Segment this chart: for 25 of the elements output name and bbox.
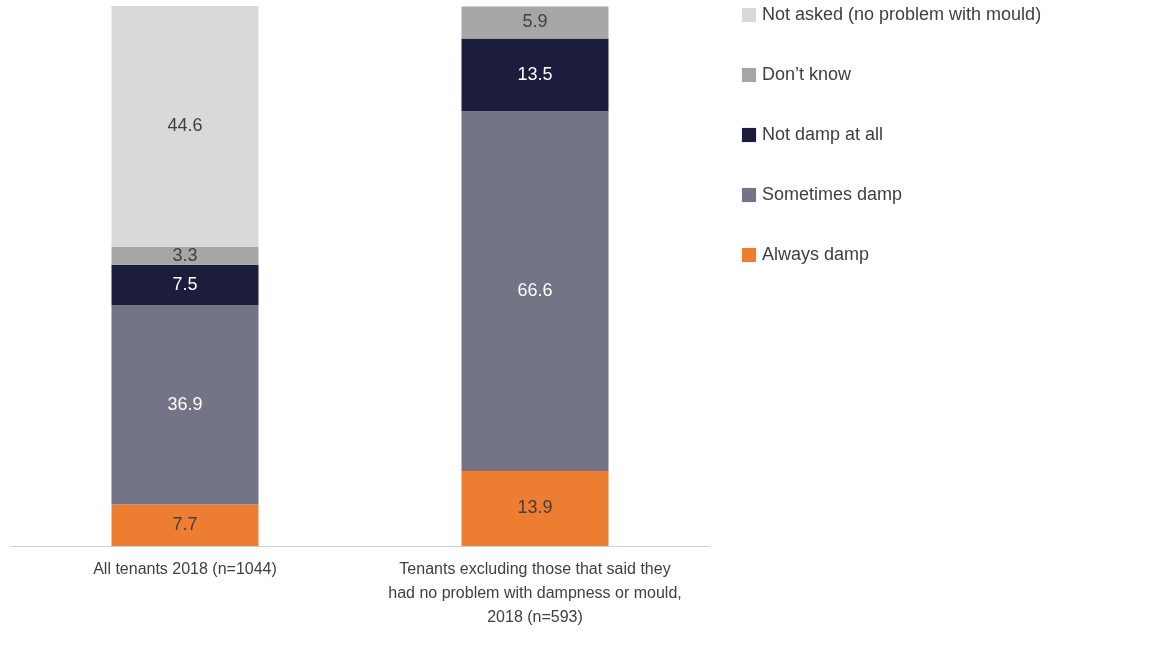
legend-label: Not asked (no problem with mould) [762,4,1042,24]
bar [461,6,609,39]
data-label: 5.9 [522,11,548,32]
bar [461,470,609,546]
legend-label: Not damp at all [762,124,884,144]
data-label: 13.5 [517,63,553,84]
bar [461,38,609,112]
data-label: 7.7 [172,514,198,535]
bar [461,111,609,471]
data-label: 3.3 [172,244,198,265]
bar [111,6,259,247]
legend-label: Always damp [762,244,870,264]
bar [111,305,259,505]
x-tick-label: All tenants 2018 (n=1044) [93,559,277,577]
data-label: 36.9 [167,393,203,414]
legend-label: Don’t know [762,64,853,84]
data-label: 13.9 [517,497,553,518]
data-label: 7.5 [172,273,198,294]
data-label: 66.6 [517,280,553,301]
x-tick-label: Tenants excluding those that said they had no problem with dampness or mould, 2018 (n=593) [388,559,682,625]
bar [111,264,259,306]
data-label: 44.6 [167,115,203,136]
bar [111,246,259,265]
legend-label: Sometimes damp [762,184,903,204]
bar [111,504,259,546]
